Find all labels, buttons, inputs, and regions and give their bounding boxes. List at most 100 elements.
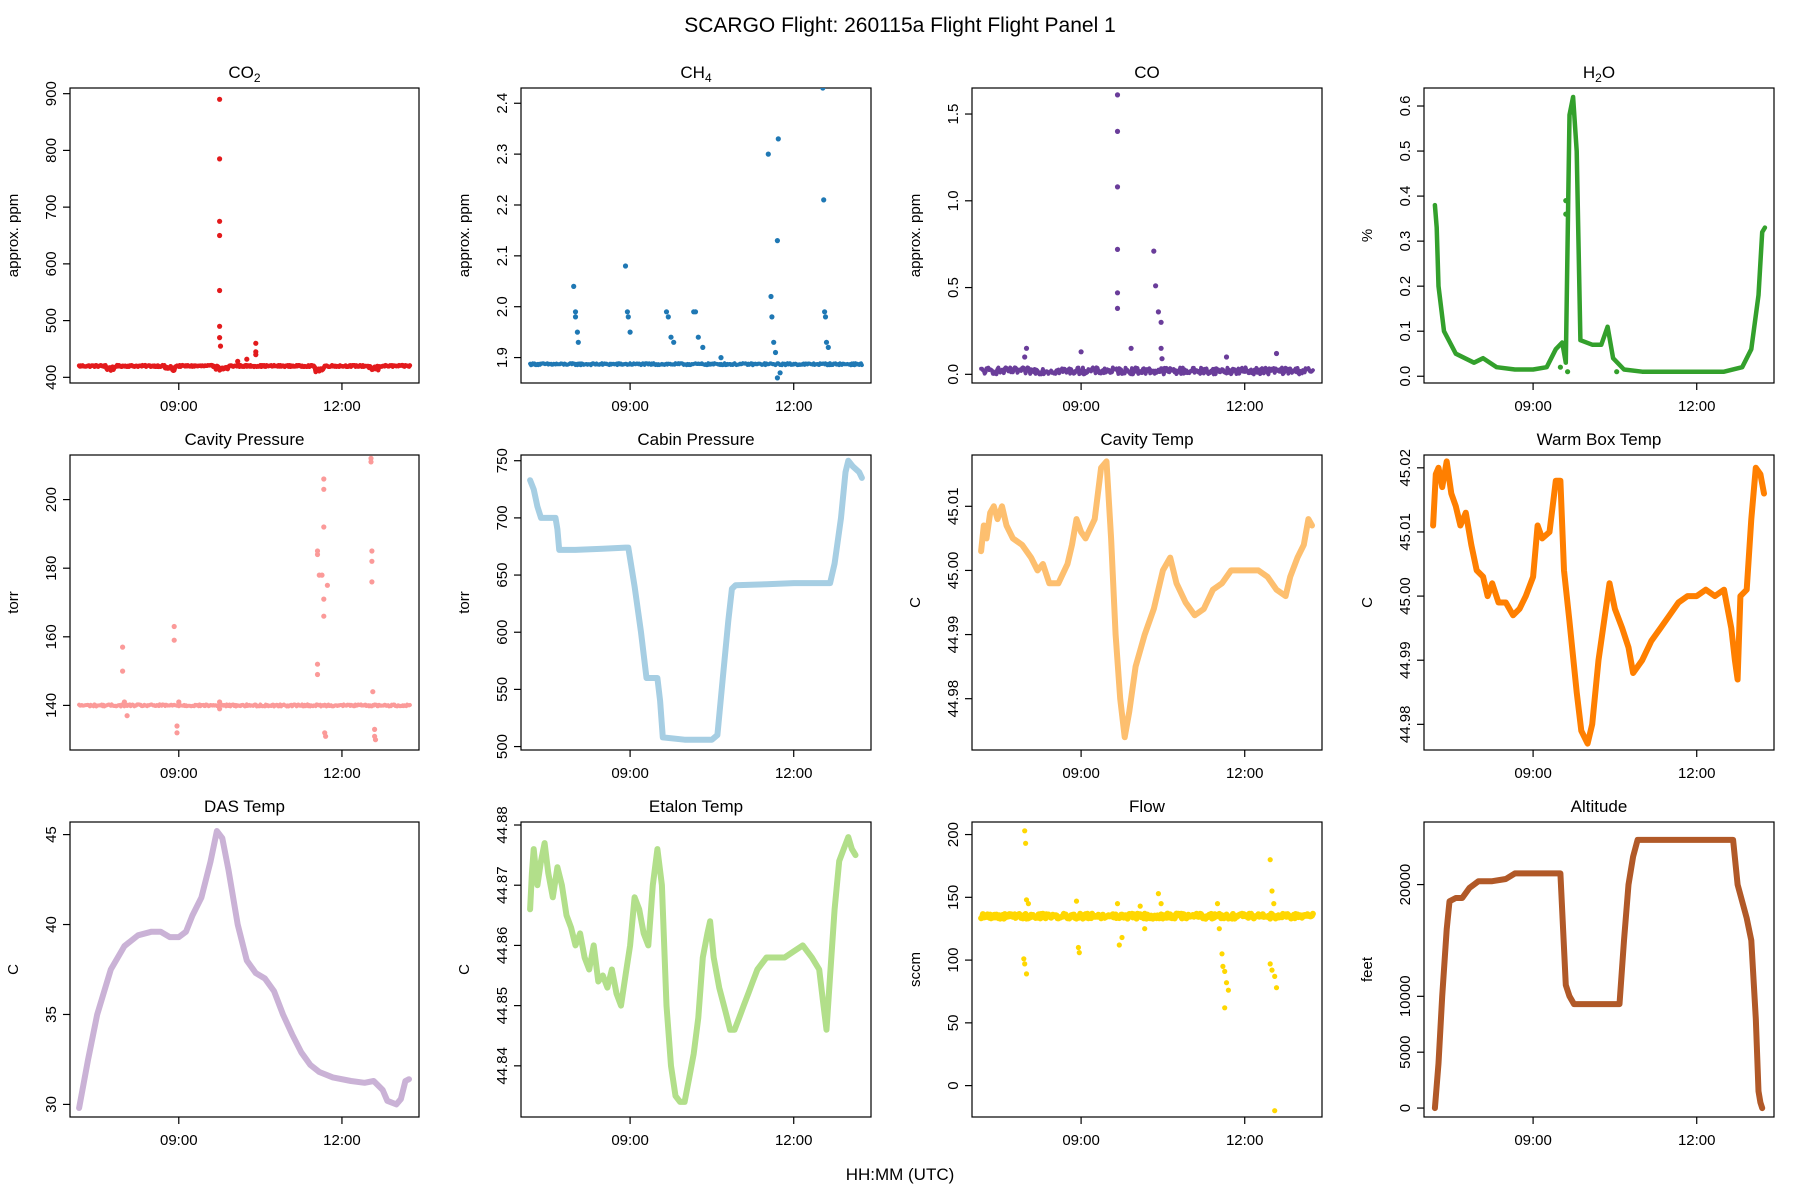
data-point — [1022, 961, 1028, 967]
x-tick-label: 09:00 — [1062, 765, 1100, 782]
data-point — [1078, 349, 1084, 355]
data-layer — [527, 834, 859, 1105]
data-point — [235, 358, 241, 364]
data-point — [372, 737, 379, 743]
y-tick-label: 45.01 — [945, 488, 962, 526]
figure-xlabel: HH:MM (UTC) — [846, 1165, 955, 1184]
data-point — [1222, 968, 1228, 975]
data-point — [668, 334, 674, 340]
data-point — [1272, 1108, 1278, 1114]
y-tick-label: 44.98 — [1397, 706, 1414, 744]
y-tick-label: 500 — [494, 734, 511, 759]
panel-12: Altitude feet 0 5000 10000 20000 09:00 12:00 — [1359, 797, 1775, 1149]
y-axis-label: % — [1359, 229, 1376, 242]
x-tick-label: 12:00 — [775, 398, 813, 415]
x-tick-label: 12:00 — [323, 765, 361, 782]
data-point — [1219, 951, 1225, 957]
data-point — [1023, 345, 1030, 351]
y-tick-label: 140 — [43, 693, 60, 718]
data-point — [1021, 956, 1027, 962]
data-point — [663, 309, 670, 315]
y-axis-label: approx. ppm — [5, 194, 22, 277]
plot-frame — [1423, 87, 1775, 384]
data-point — [174, 723, 180, 729]
panel-title: Cabin Pressure — [637, 430, 754, 449]
data-point — [765, 151, 771, 157]
data-point — [1557, 364, 1563, 370]
panel-title: Cavity Temp — [1100, 430, 1193, 449]
data-point — [1220, 963, 1226, 970]
y-tick-label: 5000 — [1397, 1036, 1414, 1069]
data-point — [120, 668, 126, 674]
plot-frame — [69, 87, 420, 384]
y-tick-label: 600 — [43, 251, 60, 276]
y-tick-label: 650 — [494, 563, 511, 588]
plot-frame — [971, 87, 1323, 384]
data-point — [1114, 305, 1121, 311]
data-point — [1267, 857, 1273, 863]
y-tick-label: 0.2 — [1397, 276, 1414, 297]
data-point — [253, 340, 259, 346]
x-tick-label: 12:00 — [323, 398, 361, 415]
data-point — [121, 699, 127, 705]
data-point — [1022, 828, 1028, 834]
data-point — [777, 370, 783, 376]
x-tick-label: 09:00 — [611, 1132, 649, 1149]
data-point — [176, 699, 182, 705]
data-point — [217, 706, 223, 712]
data-layer — [1432, 94, 1768, 375]
panel-title: Warm Box Temp — [1537, 430, 1662, 449]
panel-2: CH4 approx. ppm 1.9 2.0 2.1 2.2 2.3 2.4 09:00 12:… — [456, 63, 872, 415]
data-point — [571, 283, 577, 289]
data-point — [1225, 987, 1231, 993]
data-point — [1116, 942, 1122, 948]
data-layer — [1430, 458, 1767, 747]
panel-8: Warm Box Temp C 44.98 44.99 45.00 45.01 45.02 0… — [1359, 430, 1775, 782]
data-point — [1151, 248, 1157, 254]
data-point — [1128, 345, 1134, 351]
y-axis-label: approx. ppm — [456, 194, 473, 277]
plot-frame — [971, 454, 1323, 751]
data-point — [1158, 901, 1164, 907]
data-point — [1023, 840, 1029, 846]
data-point — [825, 344, 831, 350]
data-point — [244, 702, 250, 709]
data-point — [217, 343, 224, 349]
y-tick-label: 44.87 — [494, 866, 511, 904]
y-tick-label: 0.4 — [1397, 186, 1414, 207]
data-point — [217, 287, 223, 294]
data-point — [1137, 903, 1143, 909]
y-axis-label: sccm — [907, 952, 924, 987]
y-tick-label: 0.3 — [1397, 231, 1414, 252]
data-point — [1269, 967, 1275, 973]
plot-frame — [1423, 821, 1775, 1118]
data-point — [372, 726, 378, 733]
panel-title: Altitude — [1571, 797, 1628, 816]
data-point — [1273, 985, 1280, 991]
data-point — [1271, 901, 1277, 907]
series-line — [1430, 458, 1767, 747]
y-tick-label: 2.2 — [494, 195, 511, 216]
data-point — [321, 524, 327, 530]
y-tick-label: 160 — [43, 624, 60, 649]
data-point — [1073, 898, 1080, 904]
y-tick-label: 150 — [945, 885, 962, 910]
x-tick-label: 12:00 — [1678, 1132, 1716, 1149]
x-tick-label: 09:00 — [160, 1132, 198, 1149]
data-point — [1114, 128, 1121, 134]
y-tick-label: 2.0 — [494, 296, 511, 317]
y-tick-label: 700 — [43, 195, 60, 220]
plot-frame — [69, 454, 420, 751]
data-point — [323, 733, 329, 739]
data-layer — [528, 88, 864, 381]
data-point — [369, 558, 375, 564]
y-tick-label: 45 — [43, 826, 60, 843]
y-tick-label: 50 — [945, 1015, 962, 1032]
y-tick-label: 0 — [945, 1081, 962, 1089]
figure-title: SCARGO Flight: 260115a Flight Flight Pan… — [684, 14, 1116, 37]
data-point — [671, 339, 677, 345]
data-point — [1267, 961, 1273, 967]
panel-11: Flow sccm 0 50 100 150 200 09:00 12:00 — [907, 797, 1323, 1149]
y-tick-label: 0.1 — [1397, 321, 1414, 342]
y-tick-label: 900 — [43, 81, 60, 106]
